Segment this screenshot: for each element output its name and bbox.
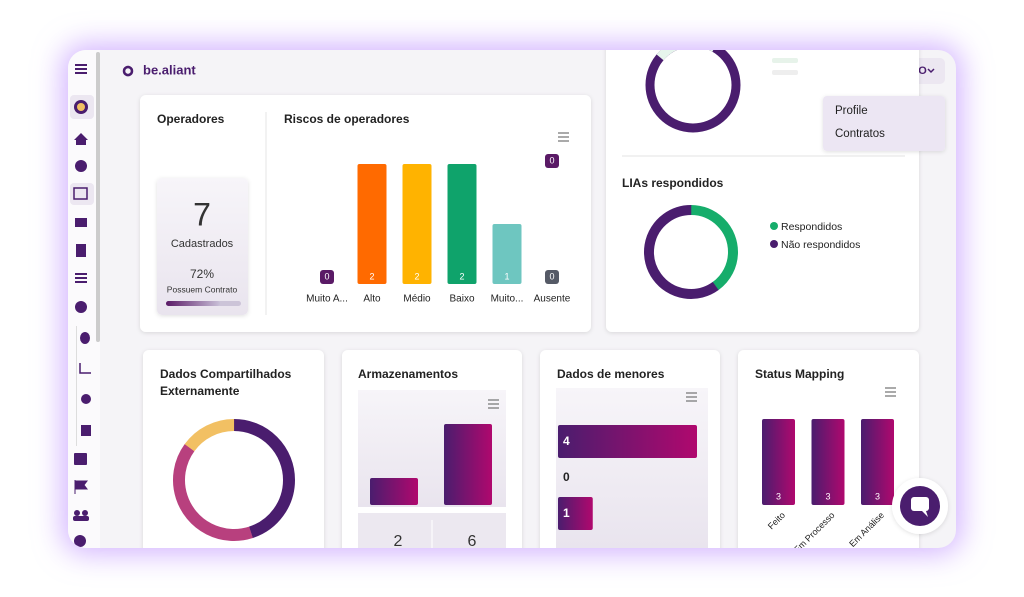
nav-icon[interactable]: [74, 510, 80, 516]
x-tick-label: Baixo: [449, 294, 474, 305]
menu-icon[interactable]: [75, 64, 87, 66]
nav-icon[interactable]: [74, 535, 86, 547]
stat-box: [157, 178, 248, 315]
legend-label: Respondidos: [781, 221, 842, 233]
bar: [811, 419, 845, 505]
bar: [492, 224, 522, 284]
value-label: 0: [563, 470, 570, 484]
menu-item[interactable]: Contratos: [835, 128, 885, 140]
card-title: Armazenamentos: [358, 367, 458, 381]
nav-icon[interactable]: [80, 332, 90, 344]
bar: [558, 425, 697, 458]
logo-mark: [122, 65, 134, 77]
bar: [402, 164, 432, 284]
count: 7: [193, 196, 211, 232]
pct: 72%: [190, 267, 214, 281]
chart-menu[interactable]: [558, 132, 569, 142]
value-label: 3: [875, 491, 880, 501]
dashboard: be.aliant CYRO LIAs respondidos Respondi…: [68, 50, 948, 548]
bar: [861, 419, 894, 505]
value-label: 1: [504, 271, 509, 281]
value-label: 1: [563, 506, 570, 520]
sidebar-icons: [70, 64, 94, 547]
bar: [762, 419, 795, 505]
x-tick-label: Alto: [363, 294, 381, 305]
table-value: 6: [468, 533, 477, 548]
x-tick-label: Médio: [403, 294, 431, 305]
table-value: 2: [394, 533, 403, 548]
card-title: Externamente: [160, 384, 240, 398]
nav-icon[interactable]: [74, 453, 87, 465]
sidebar: [68, 50, 100, 548]
legend-label: Não respondidos: [781, 239, 860, 251]
card-title: Dados Compartilhados: [160, 367, 292, 381]
nav-icon[interactable]: [73, 187, 88, 200]
card-title: Riscos de operadores: [284, 112, 410, 126]
nav-icon[interactable]: [81, 425, 91, 436]
bar: [357, 164, 387, 284]
bar: [370, 478, 418, 505]
x-tick-label: Muito A...: [306, 294, 348, 305]
value-label: 2: [414, 271, 419, 281]
value-label: 3: [776, 491, 781, 501]
donut-segment: [644, 205, 738, 299]
value-label: 2: [369, 271, 374, 281]
value-label: 2: [459, 271, 464, 281]
nav-icon[interactable]: [79, 363, 91, 374]
logo[interactable]: be.aliant: [143, 62, 196, 77]
card-title: LIAs respondidos: [622, 176, 724, 190]
value-label: 3: [825, 491, 830, 501]
value-label: 0: [549, 271, 554, 281]
nav-icon[interactable]: [75, 277, 87, 279]
count-label: Cadastrados: [171, 238, 234, 250]
value-label: 0: [324, 271, 329, 281]
chart-menu[interactable]: [686, 392, 697, 402]
nav-icon[interactable]: [75, 160, 87, 172]
progress-bar: [166, 301, 220, 306]
donut-segment: [173, 419, 295, 541]
label-box: [545, 270, 559, 284]
dropdown-menu: [823, 96, 945, 151]
nav-icon[interactable]: [81, 394, 91, 404]
card-title: Status Mapping: [755, 367, 844, 381]
x-tick-label: Muito...: [491, 294, 524, 305]
card-title: Dados de menores: [557, 367, 665, 381]
bar: [447, 164, 477, 284]
donut-segment: [173, 419, 295, 541]
x-tick-label: Ausente: [534, 294, 571, 305]
card-title: Operadores: [157, 112, 225, 126]
chart-menu[interactable]: [885, 387, 896, 397]
pct-label: Possuem Contrato: [167, 284, 238, 294]
nav-icon[interactable]: [75, 218, 87, 227]
nav-icon[interactable]: [75, 301, 87, 313]
bar: [444, 424, 492, 505]
bar: [558, 497, 593, 530]
badge: 0: [549, 155, 554, 165]
app-frame: be.aliant CYRO LIAs respondidos Respondi…: [68, 50, 956, 548]
chart-menu[interactable]: [488, 399, 499, 409]
donut-ring: [645, 50, 741, 133]
nav-icon[interactable]: [74, 133, 88, 145]
nav-icon[interactable]: [74, 480, 88, 494]
value-label: 4: [563, 434, 570, 448]
legend-swatch: [770, 240, 778, 248]
legend-swatch: [770, 222, 778, 230]
label-box: [320, 270, 334, 284]
badge-box: [545, 154, 559, 168]
nav-icon[interactable]: [76, 244, 86, 257]
scrollbar: [96, 52, 100, 342]
menu-item[interactable]: Profile: [835, 105, 868, 117]
